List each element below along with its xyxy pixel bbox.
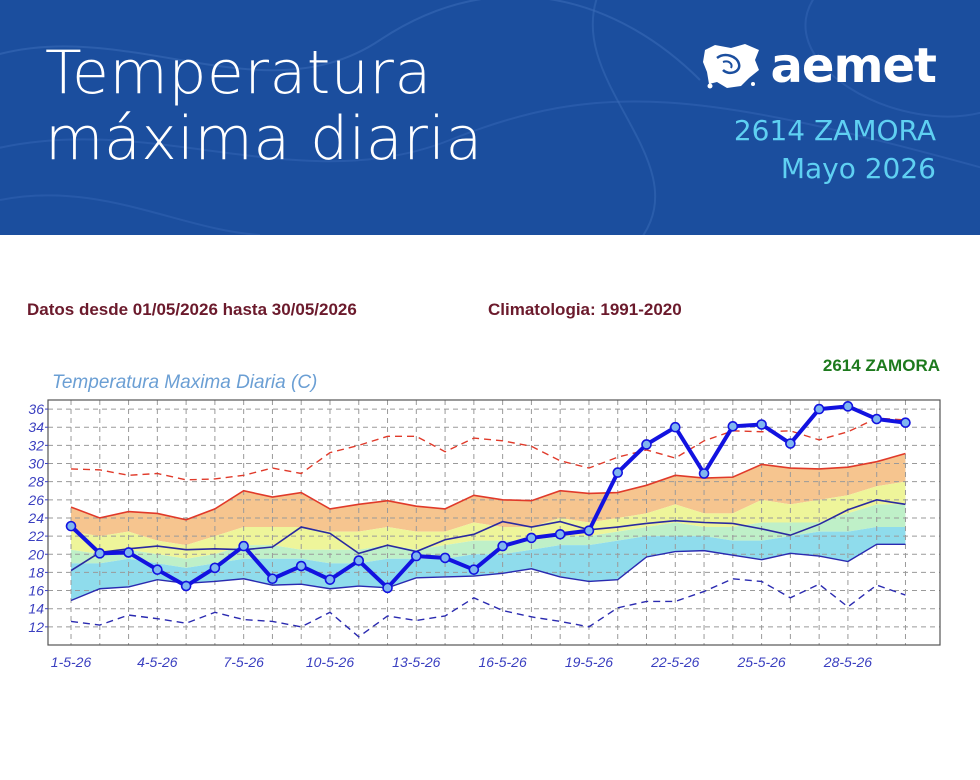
band-green (71, 504, 906, 568)
observed-point (698, 468, 710, 479)
y-tick-label: 34 (28, 419, 44, 435)
x-tick-label: 19-5-26 (565, 654, 613, 670)
y-tick-label: 22 (27, 528, 44, 544)
x-tick-label: 13-5-26 (392, 654, 440, 670)
series-p-low (70, 543, 906, 602)
observed-point (612, 467, 624, 478)
x-tick-label: 1-5-26 (51, 654, 92, 670)
band-cyan (71, 527, 906, 601)
x-tick-label: 28-5-26 (823, 654, 872, 670)
y-tick-label: 26 (27, 492, 44, 508)
observed-point (382, 582, 393, 594)
observed-point (439, 552, 451, 564)
station-name: 2614 ZAMORA (733, 114, 936, 147)
observed-point (900, 417, 911, 428)
x-tick-label: 25-5-26 (736, 654, 785, 670)
series-observed (69, 404, 906, 590)
title-line-2: máxima diaria (45, 104, 483, 174)
aemet-logo: aemet (701, 38, 937, 94)
observed-point (554, 528, 566, 540)
series-p-high (70, 452, 906, 521)
observed-point (871, 413, 882, 425)
y-tick-label: 28 (27, 474, 44, 490)
observed-point (497, 540, 508, 552)
aemet-map-icon (702, 44, 759, 89)
y-tick-label: 16 (28, 583, 44, 599)
observed-point (65, 520, 77, 532)
plot-frame (47, 399, 941, 646)
observed-point (526, 532, 537, 544)
observed-point (583, 525, 595, 536)
observed-point (295, 560, 307, 572)
band-yellow (71, 481, 906, 559)
x-tick-label: 7-5-26 (223, 654, 264, 670)
observed-point (180, 580, 192, 592)
y-tick-label: 36 (28, 401, 44, 417)
station-info: 2614 ZAMORA Mayo 2026 (734, 112, 936, 188)
observed-point (641, 439, 652, 450)
x-tick-label: 16-5-26 (478, 654, 526, 670)
observed-point (727, 421, 739, 432)
series-mean (70, 498, 906, 572)
y-tick-label: 30 (28, 456, 44, 472)
observed-point (411, 550, 422, 562)
observed-point (669, 421, 681, 433)
observed-point (152, 564, 163, 575)
observed-point (353, 555, 365, 566)
period-label: Mayo 2026 (780, 152, 936, 185)
observed-point (468, 564, 480, 575)
climatology-label: Climatologia: 1991-2020 (488, 300, 682, 319)
observed-point (756, 419, 767, 430)
observed-point (123, 547, 134, 558)
series-record-high (70, 417, 906, 481)
y-tick-label: 12 (28, 619, 44, 635)
observed-point (209, 562, 221, 574)
observed-point (785, 438, 796, 449)
x-tick-label: 10-5-26 (306, 654, 354, 670)
title-line-1: Temperatura (45, 38, 432, 108)
banner-decoration (0, 0, 980, 235)
observed-point (238, 540, 249, 552)
observed-point (842, 401, 854, 412)
y-tick-label: 14 (28, 601, 44, 617)
data-range-label: Datos desde 01/05/2026 hasta 30/05/2026 (27, 300, 357, 319)
x-tick-label: 22-5-26 (650, 654, 699, 670)
chart-title: Temperatura Maxima Diaria (C) (52, 372, 318, 393)
y-tick-label: 20 (27, 546, 44, 562)
observed-point (324, 574, 336, 585)
x-tick-label: 4-5-26 (137, 654, 178, 670)
y-tick-label: 32 (28, 437, 44, 453)
observed-point (813, 403, 825, 415)
y-tick-label: 18 (28, 564, 44, 580)
chart-station-label: 2614 ZAMORA (822, 356, 940, 375)
observed-point (94, 548, 106, 559)
brand-name: aemet (770, 38, 937, 94)
band-orange (71, 453, 906, 546)
y-tick-label: 24 (27, 510, 44, 526)
observed-point (267, 573, 278, 585)
header-banner: Temperatura máxima diaria aemet 2614 ZAM… (0, 0, 980, 235)
series-record-low (70, 578, 906, 638)
page-title: Temperatura máxima diaria (45, 40, 483, 172)
